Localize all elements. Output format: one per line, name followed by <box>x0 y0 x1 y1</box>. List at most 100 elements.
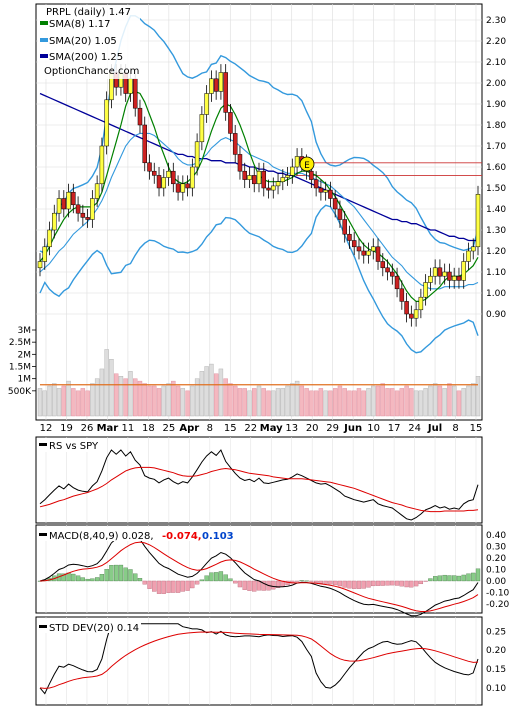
macd-histogram-bar <box>466 573 471 582</box>
x-tick-label: 20 <box>306 423 319 434</box>
macd-histogram-bar <box>94 577 100 582</box>
volume-bar <box>461 388 466 417</box>
volume-bar <box>394 390 400 417</box>
candle-body <box>361 250 366 256</box>
volume-bar <box>456 390 462 417</box>
macd-histogram-bar <box>423 580 428 582</box>
volume-bar <box>356 388 362 417</box>
legend-ticker: PRPL (daily) 1.47 <box>46 7 131 18</box>
std-y-tick-label: 0.10 <box>486 684 506 694</box>
watermark: OptionChance.com <box>44 66 139 77</box>
x-tick-label: 29 <box>326 423 339 434</box>
volume-bar <box>285 385 290 417</box>
bollinger-lower <box>39 204 479 354</box>
volume-bar <box>256 385 262 417</box>
macd-histogram-bar <box>475 568 481 582</box>
macd-histogram-bar <box>256 580 262 591</box>
y-tick-label: 1.90 <box>486 100 506 110</box>
volume-tick-label: 3M <box>18 326 32 336</box>
macd-histogram-bar <box>313 580 319 583</box>
volume-bar <box>380 383 385 417</box>
candle-body <box>204 93 209 115</box>
volume-bar <box>313 390 319 417</box>
x-tick-labels: 12 19 26 Mar 11 18 25 Apr 8 15 22 May 13 20 29 Jun 10 17 2… <box>40 423 483 434</box>
x-tick-label: 17 <box>388 423 401 434</box>
macd-histogram-bar <box>371 580 376 587</box>
volume-bar <box>218 368 224 417</box>
candle-body <box>461 261 466 281</box>
volume-bar <box>399 388 405 417</box>
volume-tick-label: 1.5M <box>9 363 31 373</box>
volume-bar <box>432 383 438 417</box>
candle-body <box>180 183 186 193</box>
legend-swatch-sma8 <box>40 21 48 25</box>
candle-body <box>199 114 205 143</box>
candle-body <box>190 166 195 189</box>
macd-histogram-bar <box>318 580 324 584</box>
macd-histogram-bar <box>66 572 71 582</box>
candle-body <box>75 204 81 214</box>
macd-histogram-bar <box>233 580 238 584</box>
macd-y-tick-label: 0.20 <box>486 554 506 564</box>
candle-body <box>137 107 143 126</box>
x-tick-label: 18 <box>142 423 155 434</box>
volume-bar <box>204 366 209 417</box>
volume-bar <box>318 388 324 417</box>
macd-histogram-bar <box>171 580 176 593</box>
volume-bar <box>199 371 205 417</box>
candle-body <box>385 267 390 273</box>
macd-histogram-bar <box>237 580 243 588</box>
rs-legend: RS vs SPY <box>49 441 99 452</box>
x-tick-label: 24 <box>408 423 421 434</box>
volume-bar <box>409 388 414 417</box>
macd-histogram-bar <box>199 579 205 582</box>
y-tick-label: 1.50 <box>486 184 506 194</box>
candle-body <box>432 267 438 277</box>
volume-bar <box>194 378 200 417</box>
candle-body <box>337 208 343 220</box>
candle-body <box>218 72 224 92</box>
x-tick-label: 15 <box>224 423 237 434</box>
y-tick-labels: 2.30 2.20 2.10 2.00 1.90 1.80 1.70 1.60 1.50 1.40… <box>486 16 506 320</box>
y-tick-label: 2.30 <box>486 16 506 26</box>
volume-bar <box>466 385 471 417</box>
macd-histogram-bar <box>456 575 462 582</box>
candle-body <box>437 267 443 277</box>
volume-bar <box>52 383 57 417</box>
candle-body <box>237 154 243 172</box>
y-tick-label: 1.40 <box>486 205 506 215</box>
volume-bar <box>90 383 95 417</box>
x-tick-label: 19 <box>60 423 73 434</box>
candle-body <box>99 145 105 185</box>
candlesticks <box>37 64 481 327</box>
volume-bar <box>66 380 71 417</box>
y-tick-label: 1.30 <box>486 226 506 236</box>
candle-body <box>94 183 100 199</box>
rs-average-line <box>39 466 479 513</box>
volume-bar <box>161 385 166 417</box>
candle-body <box>156 175 162 189</box>
candle-body <box>209 78 214 94</box>
macd-histogram-bar <box>247 580 252 591</box>
volume-bars <box>37 349 481 417</box>
volume-bar <box>228 383 233 417</box>
y-tick-label: 1.60 <box>486 163 506 173</box>
macd-histogram-bar <box>190 580 195 589</box>
x-tick-label: May <box>260 423 283 434</box>
candle-body <box>413 309 419 319</box>
macd-line <box>39 532 479 617</box>
macd-histogram-bar <box>80 577 85 582</box>
macd-histogram-bar <box>147 580 152 589</box>
volume-bar <box>323 390 328 417</box>
candle-body <box>394 275 400 290</box>
volume-bar <box>352 390 357 417</box>
volume-bar <box>223 378 228 417</box>
volume-bar <box>94 378 100 417</box>
candle-body <box>470 246 476 252</box>
macd-histogram-bar <box>271 580 276 590</box>
candle-body <box>71 191 76 206</box>
volume-bar <box>142 383 147 417</box>
candle-body <box>351 240 357 248</box>
candle-body <box>213 78 219 92</box>
macd-histogram-bar <box>342 580 347 588</box>
